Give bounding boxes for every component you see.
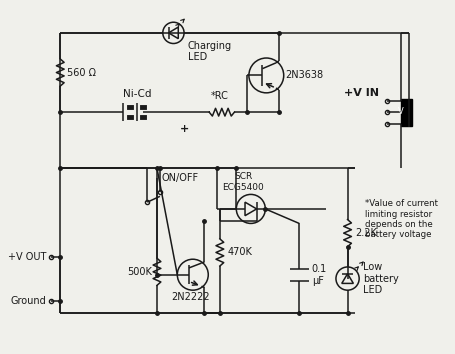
Text: *Value of current
limiting resistor
depends on the
battery voltage: *Value of current limiting resistor depe…: [365, 199, 438, 239]
Text: *RC: *RC: [211, 91, 229, 101]
Text: 2N3638: 2N3638: [286, 70, 324, 80]
Polygon shape: [245, 202, 257, 216]
Text: V: V: [398, 107, 404, 116]
Text: 0.1
μF: 0.1 μF: [312, 264, 327, 286]
Text: +V OUT: +V OUT: [8, 252, 47, 262]
Text: Charging
LED: Charging LED: [188, 41, 232, 62]
Text: +: +: [179, 124, 189, 134]
Bar: [401, 99, 412, 126]
Text: 2N2222: 2N2222: [172, 292, 210, 302]
Text: Low
battery
LED: Low battery LED: [363, 262, 399, 295]
Text: ON/OFF: ON/OFF: [162, 173, 199, 183]
Text: 470K: 470K: [228, 247, 253, 257]
Text: 2.2K: 2.2K: [355, 228, 377, 238]
Text: Ground: Ground: [11, 296, 47, 306]
Text: SCR
ECG5400: SCR ECG5400: [222, 172, 264, 192]
Text: 500K: 500K: [127, 267, 152, 277]
Text: +V IN: +V IN: [344, 88, 379, 98]
Text: Ni-Cd: Ni-Cd: [123, 88, 152, 99]
Polygon shape: [169, 27, 178, 39]
Text: 560 Ω: 560 Ω: [67, 68, 96, 78]
Polygon shape: [342, 274, 354, 284]
